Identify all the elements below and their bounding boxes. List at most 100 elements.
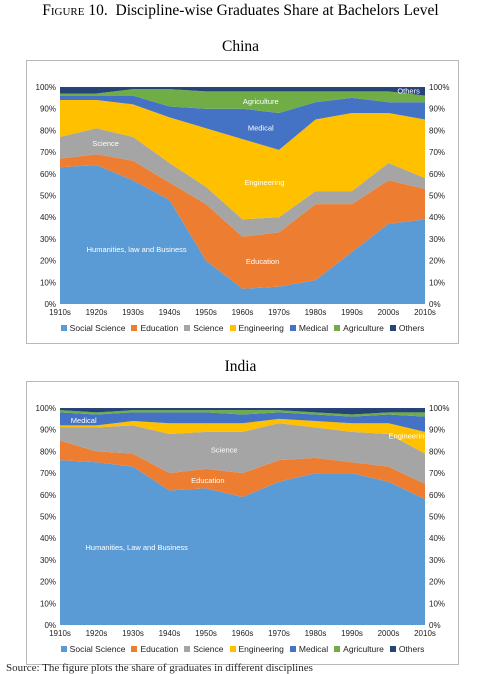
india-y-tick-right: 80%: [429, 447, 445, 456]
india-y-tick-right: 90%: [429, 426, 445, 435]
figure-label: Figure 10.: [42, 2, 108, 19]
china-annotation-education: Education: [246, 257, 279, 266]
china-legend: Social Science Education Science Engineerin…: [27, 323, 458, 333]
india-x-tick: 1980s: [305, 629, 327, 638]
india-area-chart: 0% 0% 10% 10% 20% 20% 30% 30% 40% 40% 50% 50% 60% 60%…: [36, 404, 450, 638]
india-y-tick-left: 100%: [36, 404, 56, 413]
china-area-engineering: [60, 100, 425, 220]
china-legend-item-medical: Medical: [289, 323, 329, 333]
china-chart-title: China: [221, 38, 260, 55]
china-x-tick: 1930s: [122, 308, 144, 317]
india-y-tick-left: 30%: [40, 556, 56, 565]
india-y-tick-left: 10%: [40, 599, 56, 608]
china-area-medical: [60, 95, 425, 150]
india-y-tick-right: 70%: [429, 469, 445, 478]
india-annotation-science: Science: [211, 445, 238, 454]
india-y-tick-right: 50%: [429, 513, 445, 522]
india-x-tick: 1930s: [122, 629, 144, 638]
india-legend-swatch: [184, 646, 191, 652]
china-legend-label: Others: [398, 323, 425, 333]
china-legend-label: Medical: [298, 323, 329, 333]
india-y-tick-right: 10%: [429, 599, 445, 608]
china-x-tick: 1940s: [159, 308, 181, 317]
india-y-tick-right: 20%: [429, 578, 445, 587]
china-area-chart: 0% 0% 10% 10% 20% 20% 30% 30% 40% 40% 50% 50% 60% 60%…: [36, 83, 450, 317]
china-y-tick-right: 100%: [429, 83, 449, 92]
india-area-agriculture: [60, 410, 425, 417]
china-annotation-science: Science: [92, 139, 119, 148]
china-legend-swatch: [389, 325, 396, 331]
india-y-tick-right: 0%: [429, 621, 441, 630]
china-legend-label: Science: [193, 323, 224, 333]
india-legend-item-others: Others: [389, 644, 425, 654]
china-y-tick-right: 30%: [429, 235, 445, 244]
china-legend-label: Engineering: [238, 323, 284, 333]
china-y-tick-right: 60%: [429, 170, 445, 179]
india-y-tick-left: 90%: [40, 426, 56, 435]
india-legend-swatch: [289, 646, 296, 652]
china-legend-item-social-science: Social Science: [60, 323, 126, 333]
india-legend-swatch: [131, 646, 138, 652]
china-area-agriculture: [60, 89, 425, 114]
china-legend-swatch: [60, 325, 67, 331]
india-chart-panel: 0% 0% 10% 10% 20% 20% 30% 30% 40% 40% 50% 50% 60% 60%…: [26, 381, 459, 665]
india-legend-swatch: [334, 646, 341, 652]
china-legend-item-others: Others: [389, 323, 425, 333]
china-legend-item-education: Education: [131, 323, 178, 333]
china-y-tick-right: 0%: [429, 300, 441, 309]
china-chart-panel: 0% 0% 10% 10% 20% 20% 30% 30% 40% 40% 50% 50% 60% 60%…: [26, 60, 459, 344]
china-annotation-others: Others: [397, 86, 420, 95]
india-annotation-engineering: Engineering: [389, 432, 429, 441]
china-area-social-science: [60, 165, 425, 304]
india-y-tick-right: 100%: [429, 404, 449, 413]
china-y-tick-left: 70%: [40, 148, 56, 157]
india-legend-item-education: Education: [131, 644, 178, 654]
source-note: Source: The figure plots the share of gr…: [6, 662, 313, 674]
china-y-tick-right: 90%: [429, 105, 445, 114]
india-y-tick-left: 40%: [40, 534, 56, 543]
figure-title-text: Discipline-wise Graduates Share at Bache…: [115, 2, 439, 19]
china-y-tick-right: 50%: [429, 192, 445, 201]
china-x-tick: 1960s: [232, 308, 254, 317]
china-x-tick: 1950s: [195, 308, 217, 317]
india-legend-label: Others: [398, 644, 425, 654]
china-y-tick-left: 80%: [40, 126, 56, 135]
india-y-tick-left: 60%: [40, 491, 56, 500]
india-legend-item-agriculture: Agriculture: [334, 644, 384, 654]
india-legend-label: Agriculture: [343, 644, 384, 654]
china-y-tick-left: 10%: [40, 278, 56, 287]
china-y-tick-right: 10%: [429, 278, 445, 287]
india-y-tick-right: 40%: [429, 534, 445, 543]
india-x-tick: 1940s: [159, 629, 181, 638]
india-x-tick: 1990s: [341, 629, 363, 638]
china-legend-item-science: Science: [184, 323, 224, 333]
india-y-tick-left: 50%: [40, 513, 56, 522]
india-legend-item-science: Science: [184, 644, 224, 654]
india-x-tick: 1960s: [232, 629, 254, 638]
india-y-tick-left: 70%: [40, 469, 56, 478]
india-x-tick: 2000s: [378, 629, 400, 638]
china-legend-swatch: [184, 325, 191, 331]
india-legend-swatch: [229, 646, 236, 652]
china-y-tick-left: 90%: [40, 105, 56, 114]
figure-title: Figure 10. Discipline-wise Graduates Sha…: [0, 2, 481, 20]
india-x-tick: 1920s: [86, 629, 108, 638]
china-legend-label: Social Science: [69, 323, 126, 333]
china-annotation-engineering: Engineering: [244, 178, 284, 187]
india-y-tick-right: 30%: [429, 556, 445, 565]
china-area-others: [60, 87, 425, 96]
india-y-tick-left: 20%: [40, 578, 56, 587]
china-legend-swatch: [131, 325, 138, 331]
china-legend-swatch: [334, 325, 341, 331]
china-x-tick: 2000s: [378, 308, 400, 317]
china-y-tick-left: 0%: [44, 300, 56, 309]
china-legend-item-engineering: Engineering: [229, 323, 284, 333]
china-legend-swatch: [229, 325, 236, 331]
india-legend-label: Medical: [298, 644, 329, 654]
india-legend-item-medical: Medical: [289, 644, 329, 654]
china-y-tick-right: 70%: [429, 148, 445, 157]
china-legend-item-agriculture: Agriculture: [334, 323, 384, 333]
china-y-tick-left: 100%: [36, 83, 56, 92]
india-legend-label: Education: [140, 644, 179, 654]
india-chart-title: India: [224, 358, 257, 375]
